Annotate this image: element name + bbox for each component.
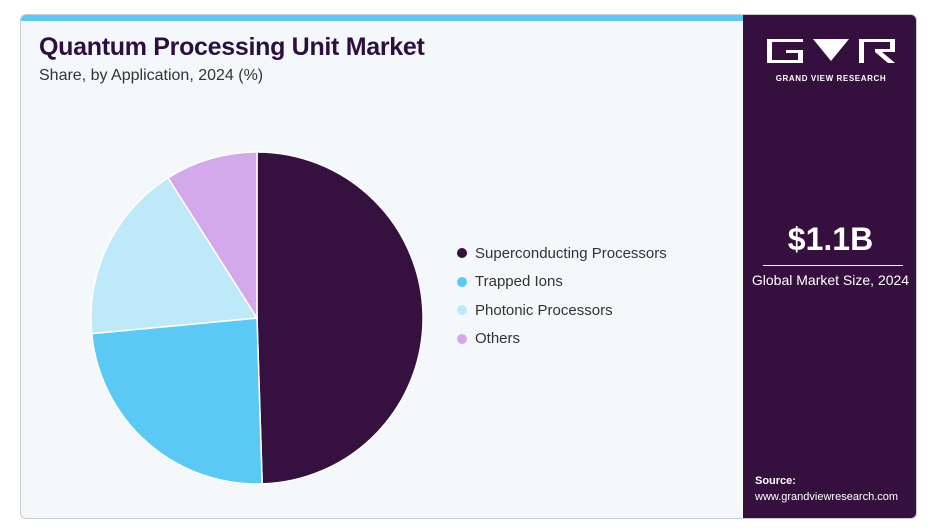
chart-title: Quantum Processing Unit Market bbox=[39, 33, 425, 61]
source-link[interactable]: www.grandviewresearch.com bbox=[755, 491, 899, 503]
summary-sidebar: GRAND VIEW RESEARCH $1.1B Global Market … bbox=[743, 15, 916, 518]
divider bbox=[763, 265, 903, 266]
legend-swatch bbox=[457, 248, 467, 259]
infographic-card: Quantum Processing Unit Market Share, by… bbox=[20, 14, 917, 519]
legend-item: Photonic Processors bbox=[457, 296, 667, 325]
legend-label: Superconducting Processors bbox=[475, 244, 667, 262]
legend-label: Photonic Processors bbox=[475, 301, 613, 319]
chart-legend: Superconducting Processors Trapped Ions Ph… bbox=[457, 239, 667, 353]
legend-item: Superconducting Processors bbox=[457, 239, 667, 268]
accent-bar bbox=[21, 15, 743, 21]
legend-label: Others bbox=[475, 330, 521, 348]
legend-item: Others bbox=[457, 325, 667, 354]
pie-chart bbox=[90, 151, 424, 485]
pie-slice-trapped-ions bbox=[90, 317, 263, 485]
gvr-logo-icon bbox=[767, 39, 895, 63]
logo-text: GRAND VIEW RESEARCH bbox=[775, 74, 887, 83]
pie-slice-photonic-processors bbox=[90, 176, 259, 335]
market-size-value: $1.1B bbox=[787, 221, 874, 257]
market-size-caption: Global Market Size, 2024 bbox=[751, 272, 910, 288]
source-label: Source: bbox=[755, 475, 796, 487]
pie-slice-others bbox=[167, 151, 258, 321]
legend-swatch bbox=[457, 305, 467, 316]
legend-swatch bbox=[457, 276, 467, 287]
legend-swatch bbox=[457, 333, 467, 344]
legend-label: Trapped Ions bbox=[475, 273, 563, 291]
legend-item: Trapped Ions bbox=[457, 268, 667, 297]
pie-slice-superconducting-processors bbox=[256, 151, 424, 485]
chart-subtitle: Share, by Application, 2024 (%) bbox=[39, 67, 264, 84]
grand-view-research-logo: GRAND VIEW RESEARCH bbox=[767, 39, 895, 83]
